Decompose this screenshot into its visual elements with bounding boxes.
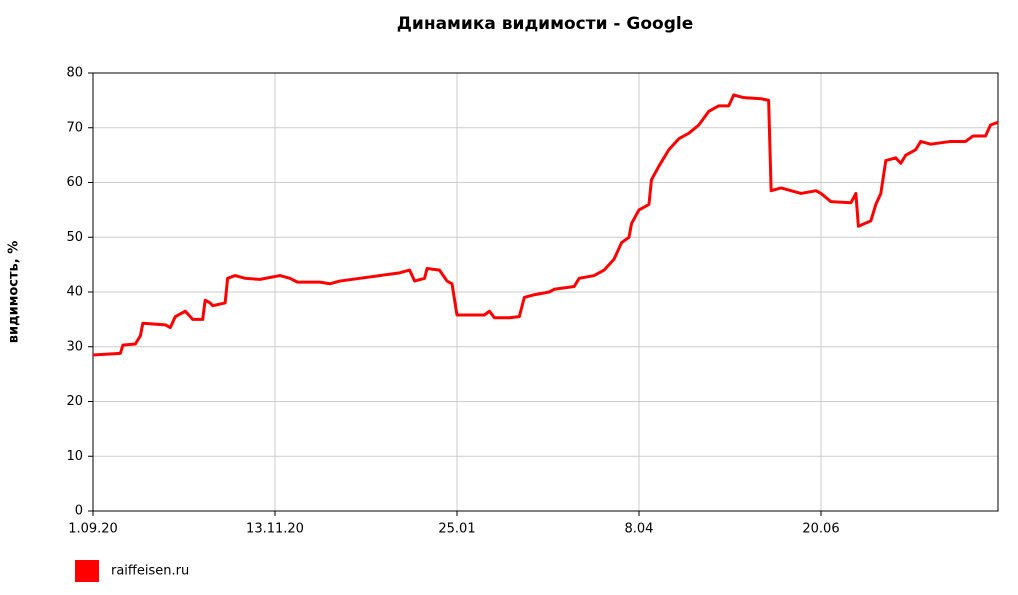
y-tick-label: 50: [66, 230, 83, 245]
x-tick-label: 8.04: [625, 522, 654, 537]
y-axis-label: видимость, %: [7, 241, 22, 343]
y-tick-label: 10: [66, 449, 83, 464]
x-tick-label: 25.01: [438, 522, 475, 537]
legend-label: raiffeisen.ru: [111, 564, 189, 579]
x-tick-label: 13.11.20: [246, 522, 304, 537]
y-tick-label: 30: [66, 339, 83, 354]
y-tick-label: 80: [66, 66, 83, 81]
y-tick-label: 70: [66, 120, 83, 135]
y-tick-label: 40: [66, 285, 83, 300]
x-tick-label: 20.06: [802, 522, 839, 537]
plot-border: [92, 72, 999, 512]
legend-swatch: [75, 560, 99, 582]
y-tick-label: 60: [66, 175, 83, 190]
y-tick-label: 20: [66, 394, 83, 409]
chart-title: Динамика видимости - Google: [397, 14, 693, 34]
data-line: [92, 93, 999, 357]
x-tick-label: 1.09.20: [68, 522, 118, 537]
y-tick-label: 0: [75, 504, 83, 519]
